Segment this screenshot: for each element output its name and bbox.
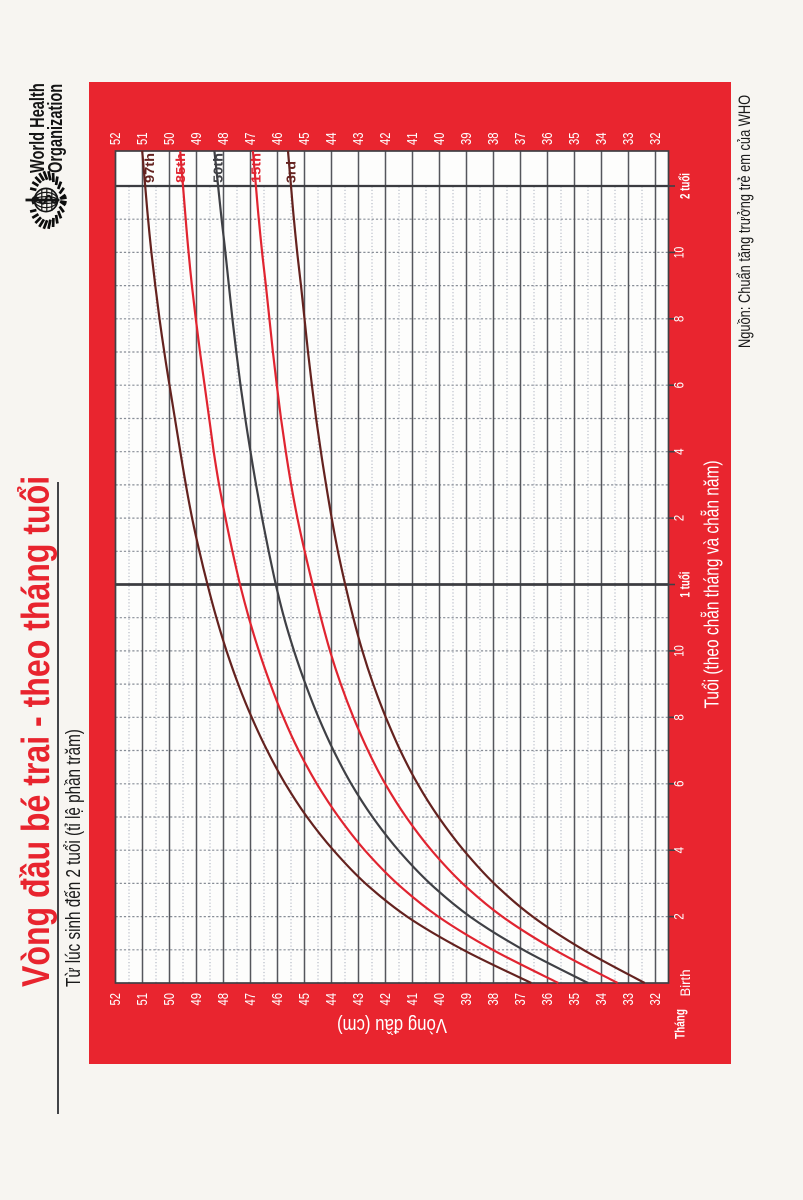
svg-text:8: 8 [671,315,687,322]
svg-text:43: 43 [351,133,367,146]
svg-text:46: 46 [270,133,286,146]
svg-text:38: 38 [486,993,502,1006]
svg-text:32: 32 [648,993,664,1006]
svg-text:49: 49 [189,133,205,146]
svg-text:40: 40 [432,133,448,146]
svg-text:1 tuổi: 1 tuổi [678,572,693,598]
svg-text:40: 40 [432,993,448,1006]
svg-text:2: 2 [671,913,687,920]
svg-text:44: 44 [324,993,340,1006]
svg-text:50: 50 [162,993,178,1006]
svg-text:37: 37 [513,993,529,1006]
svg-text:6: 6 [671,780,687,787]
svg-text:48: 48 [216,993,232,1006]
svg-text:52: 52 [108,993,124,1006]
svg-text:39: 39 [459,133,475,146]
svg-text:51: 51 [135,133,151,146]
svg-text:49: 49 [189,993,205,1006]
svg-text:47: 47 [243,993,259,1006]
svg-text:51: 51 [135,993,151,1006]
svg-text:4: 4 [671,448,687,455]
svg-text:47: 47 [243,133,259,146]
svg-text:Tuổi (theo chẵn tháng và chẵn: Tuổi (theo chẵn tháng và chẵn năm) [701,461,724,709]
svg-text:34: 34 [594,993,610,1006]
svg-text:41: 41 [405,133,421,146]
svg-text:15th: 15th [248,153,263,183]
svg-text:3rd: 3rd [284,161,299,183]
svg-text:32: 32 [648,133,664,146]
svg-text:36: 36 [540,133,556,146]
svg-text:50th: 50th [211,153,226,183]
svg-text:36: 36 [540,993,556,1006]
svg-text:42: 42 [378,133,394,146]
svg-text:33: 33 [621,993,637,1006]
svg-text:8: 8 [671,714,687,721]
svg-text:45: 45 [297,133,313,146]
svg-text:97th: 97th [142,153,157,183]
svg-text:2: 2 [671,515,687,522]
svg-text:34: 34 [594,133,610,146]
svg-text:4: 4 [671,847,687,854]
svg-text:45: 45 [297,993,313,1006]
svg-text:41: 41 [405,993,421,1006]
svg-text:6: 6 [671,382,687,389]
svg-text:35: 35 [567,993,583,1006]
svg-text:38: 38 [486,133,502,146]
svg-text:37: 37 [513,133,529,146]
svg-text:Birth: Birth [678,970,693,997]
svg-text:2 tuổi: 2 tuổi [678,173,693,199]
svg-text:Tháng: Tháng [672,1009,688,1039]
svg-text:Vòng đầu (cm): Vòng đầu (cm) [337,1014,447,1036]
svg-text:48: 48 [216,133,232,146]
svg-text:43: 43 [351,993,367,1006]
svg-text:39: 39 [459,993,475,1006]
svg-text:44: 44 [324,133,340,146]
svg-text:52: 52 [108,133,124,146]
svg-text:46: 46 [270,993,286,1006]
svg-text:85th: 85th [173,153,188,183]
svg-text:10: 10 [671,645,687,657]
svg-text:33: 33 [621,133,637,146]
svg-text:35: 35 [567,133,583,146]
svg-text:50: 50 [162,133,178,146]
svg-text:10: 10 [671,247,687,259]
svg-text:42: 42 [378,993,394,1006]
